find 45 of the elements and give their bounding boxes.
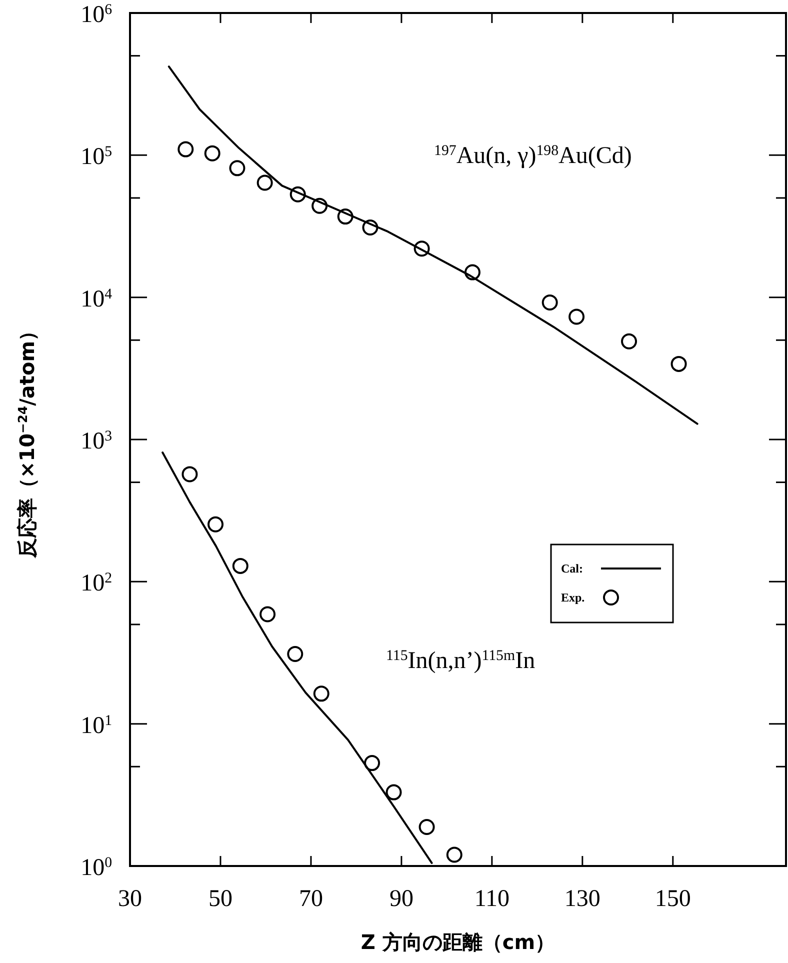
x-axis-title: Z 方向の距離（cm） — [360, 930, 556, 954]
legend-item: Exp. — [561, 590, 619, 606]
point — [313, 686, 330, 702]
point — [414, 240, 430, 257]
point — [287, 646, 304, 662]
point — [229, 160, 246, 176]
point — [621, 333, 638, 350]
y-tick-label: 10$^{6}$ — [80, 2, 112, 28]
x-tick-label: 110 — [474, 886, 510, 912]
legend-label: Cal: — [561, 562, 583, 576]
point — [542, 294, 558, 310]
point — [464, 264, 480, 280]
point — [386, 784, 402, 800]
point — [670, 356, 687, 372]
y-tick-label: 10$^{0}$ — [80, 854, 112, 881]
x-tick-label: 30 — [118, 886, 142, 912]
y-tick-label: 10$^{3}$ — [80, 428, 112, 454]
y-tick-label: 10$^{4}$ — [80, 286, 113, 312]
x-tick-label: 70 — [298, 886, 323, 912]
point — [362, 219, 378, 236]
legend-label: Exp. — [561, 590, 585, 604]
x-tick-label: 130 — [564, 886, 600, 912]
x-tick-label: 50 — [208, 886, 232, 912]
annotation: $^{197}$Au(n, γ)$^{198}$Au(Cd) — [434, 142, 632, 169]
y-tick-label: 10$^{5}$ — [80, 144, 112, 170]
point — [290, 186, 306, 202]
point — [568, 308, 585, 325]
legend-item: Cal: — [561, 562, 661, 576]
y-tick-label: 10$^{1}$ — [80, 712, 112, 739]
point — [256, 174, 273, 191]
point — [178, 141, 194, 158]
annotation: $^{115}$In(n,n’)$^{115m}$In — [386, 648, 536, 674]
point — [204, 145, 220, 162]
point — [260, 606, 276, 622]
point — [232, 558, 248, 574]
point — [418, 819, 435, 836]
point — [364, 755, 380, 772]
point — [182, 466, 198, 482]
point — [337, 208, 354, 225]
x-tick-label: 90 — [389, 886, 414, 912]
point — [312, 198, 328, 214]
x-tick-label: 150 — [654, 886, 691, 912]
point — [446, 846, 462, 863]
y-tick-label: 10$^{2}$ — [80, 570, 112, 597]
point — [208, 516, 224, 532]
